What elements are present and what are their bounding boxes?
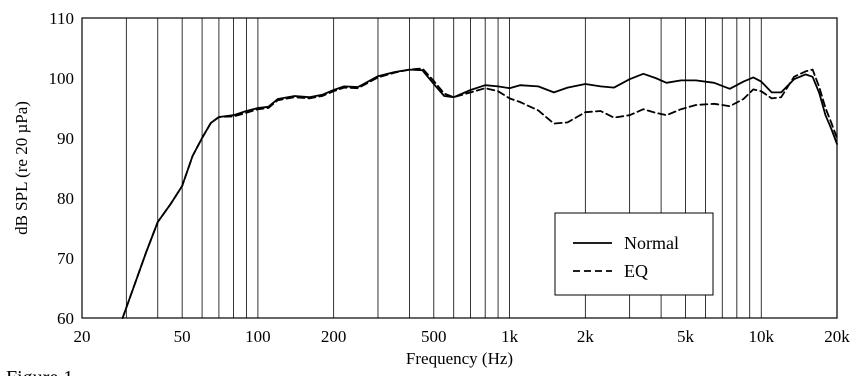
plot-frame <box>81 17 838 319</box>
legend-box <box>554 212 714 296</box>
x-tick-label: 2k <box>577 327 595 346</box>
y-tick-label: 100 <box>49 69 75 88</box>
series-line-normal <box>121 68 838 319</box>
legend-label-eq: EQ <box>624 261 648 281</box>
series-line-eq <box>121 67 838 319</box>
x-tick-label: 100 <box>245 327 271 346</box>
tick-labels: 20 50 100 200 500 1k 2k 5k 10k 20k 60 70 80 90 100 110 <box>49 9 851 346</box>
y-tick-label: 70 <box>57 249 74 268</box>
y-tick-label: 110 <box>49 9 74 28</box>
figure-caption: Figure 1 <box>6 367 73 376</box>
x-tick-label: 50 <box>174 327 191 346</box>
x-tick-label: 10k <box>748 327 774 346</box>
x-tick-label: 200 <box>321 327 347 346</box>
y-tick-label: 80 <box>57 189 74 208</box>
legend-label-normal: Normal <box>624 233 679 253</box>
legend: Normal EQ <box>554 212 714 296</box>
x-axis-label: Frequency (Hz) <box>406 349 513 368</box>
x-tick-label: 500 <box>421 327 447 346</box>
y-axis-label: dB SPL (re 20 µPa) <box>12 101 31 235</box>
x-tick-label: 5k <box>677 327 695 346</box>
x-tick-label: 20k <box>824 327 850 346</box>
x-tick-label: 20 <box>74 327 91 346</box>
y-tick-label: 90 <box>57 129 74 148</box>
y-tick-label: 60 <box>57 309 74 328</box>
data-series <box>121 67 838 319</box>
x-tick-label: 1k <box>501 327 519 346</box>
